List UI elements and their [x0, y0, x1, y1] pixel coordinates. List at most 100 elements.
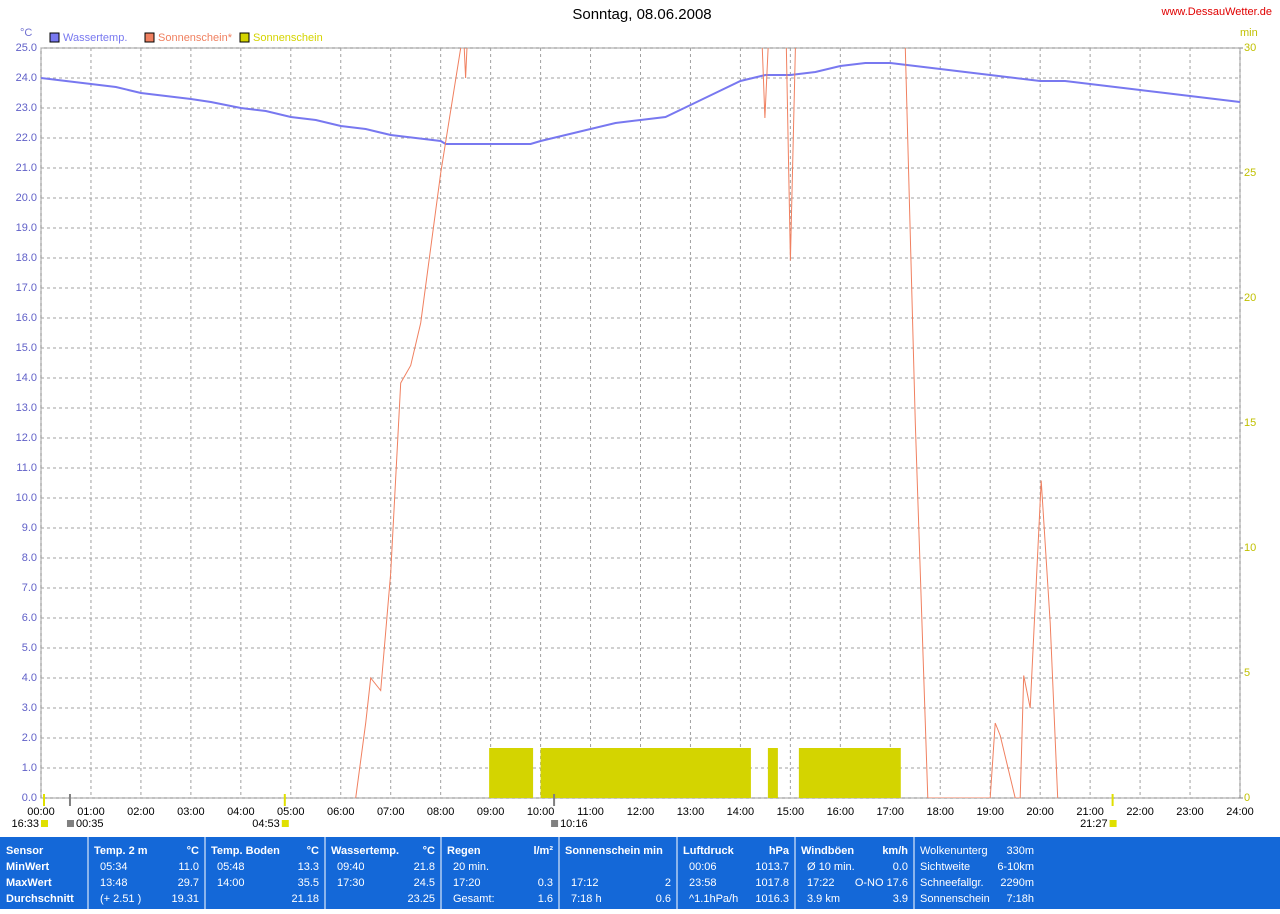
y-tick-label: 23.0: [16, 102, 37, 114]
y2-tick-label: 5: [1244, 667, 1250, 679]
x-tick-label: 14:00: [727, 806, 755, 818]
y2-tick-label: 20: [1244, 292, 1256, 304]
summary-table: Sensor MinWert MaxWert Durchschnitt Temp. 2 …: [6, 837, 1034, 909]
y-tick-label: 9.0: [22, 522, 37, 534]
cell-label: Sonnenschein: [920, 893, 990, 905]
series-line: [355, 48, 1059, 798]
cell-value: 19.31: [171, 893, 199, 905]
cell-value: 29.7: [178, 877, 199, 889]
x-tick-label: 09:00: [477, 806, 505, 818]
legend-label: Sonnenschein: [253, 32, 323, 44]
y-tick-label: 11.0: [16, 462, 37, 474]
sunshine-bar: [798, 748, 901, 798]
x-tick-label: 05:00: [277, 806, 305, 818]
x-tick-label: 06:00: [327, 806, 355, 818]
y-tick-label: 17.0: [16, 282, 37, 294]
cell-value: 21.18: [291, 893, 319, 905]
x-tick-label: 03:00: [177, 806, 205, 818]
cell-label: 13:48: [100, 877, 128, 889]
x-tick-label: 00:00: [27, 806, 55, 818]
y-tick-label: 1.0: [22, 762, 37, 774]
x-tick-label: 15:00: [777, 806, 805, 818]
legend-swatch: [49, 32, 60, 43]
cell-value: 1017.8: [755, 877, 789, 889]
site-link[interactable]: www.DessauWetter.de: [1161, 6, 1272, 18]
y-tick-label: 12.0: [16, 432, 37, 444]
cell-value: 11.0: [178, 861, 199, 873]
y-tick-label: 14.0: [16, 372, 37, 384]
cell-value: 21.8: [414, 861, 435, 873]
cell-label: Sonnenschein min: [565, 845, 663, 857]
marker-icon: [66, 820, 74, 827]
cell-value: km/h: [882, 845, 908, 857]
x-tick-label: 20:00: [1026, 806, 1054, 818]
sunshine-bar: [489, 748, 534, 798]
cell-label: 05:48: [217, 861, 245, 873]
cell-label: 20 min.: [453, 861, 489, 873]
cell-value: 24.5: [414, 877, 435, 889]
marker-icon: [1109, 820, 1117, 827]
cell-value: 0.6: [656, 893, 671, 905]
cell-label: 23:58: [689, 877, 717, 889]
cell-label: Temp. 2 m: [94, 845, 148, 857]
summary-panel: Sensor MinWert MaxWert Durchschnitt Temp. 2 …: [0, 837, 1280, 909]
cell-value: 23.25: [407, 893, 435, 905]
y-tick-label: 20.0: [16, 192, 37, 204]
y-tick-label: 22.0: [16, 132, 37, 144]
y-tick-label: 15.0: [16, 342, 37, 354]
cell-label: Regen: [447, 845, 481, 857]
cell-label: 17:20: [453, 877, 481, 889]
cell-label: 09:40: [337, 861, 365, 873]
legend-swatch: [239, 32, 250, 43]
sunshine-bar: [767, 748, 778, 798]
y2-tick-label: 25: [1244, 167, 1256, 179]
cell-label: 17:12: [571, 877, 599, 889]
cell-value: 3.9: [893, 893, 908, 905]
cell-label: Wassertemp.: [331, 845, 399, 857]
cell-label: ^1.1hPa/h: [689, 893, 738, 905]
legend-label: Wassertemp.: [63, 32, 127, 44]
cell-label: 3.9 km: [807, 893, 840, 905]
y-tick-label: 10.0: [16, 492, 37, 504]
cell-value: O-NO 17.6: [855, 877, 908, 889]
cell-value: 2290m: [1000, 877, 1034, 889]
cell-value: 35.5: [298, 877, 319, 889]
cell-value: 1016.3: [755, 893, 789, 905]
y-tick-label: 0.0: [22, 792, 37, 804]
sunshine-bar: [540, 748, 751, 798]
marker-icon: [281, 820, 289, 827]
cell-label: Luftdruck: [683, 845, 735, 857]
y-tick-label: 5.0: [22, 642, 37, 654]
cell-value: 0.0: [893, 861, 908, 873]
x-tick-label: 04:00: [227, 806, 255, 818]
x-tick-label: 08:00: [427, 806, 455, 818]
cell-label: Durchschnitt: [6, 893, 74, 905]
marker-icon: [551, 820, 559, 827]
cell-label: Ø 10 min.: [807, 861, 855, 873]
cell-label: Windböen: [801, 845, 854, 857]
chart-title: Sonntag, 08.06.2008: [572, 6, 711, 23]
y-tick-label: 24.0: [16, 72, 37, 84]
y-tick-label: 16.0: [16, 312, 37, 324]
x-tick-label: 18:00: [926, 806, 954, 818]
cell-label: Schneefallgr.: [920, 877, 984, 889]
cell-value: °C: [187, 845, 199, 857]
cell-value: 6-10km: [997, 861, 1034, 873]
cell-label: MinWert: [6, 861, 50, 873]
y-tick-label: 4.0: [22, 672, 37, 684]
cell-value: °C: [423, 845, 435, 857]
cell-value: l/m²: [533, 845, 553, 857]
y2-tick-label: 15: [1244, 417, 1256, 429]
cell-value: 1013.7: [755, 861, 789, 873]
y2-tick-label: 10: [1244, 542, 1256, 554]
y-tick-label: 7.0: [22, 582, 37, 594]
marker-label: 04:53: [252, 818, 280, 830]
cell-value: 0.3: [538, 877, 553, 889]
x-tick-label: 02:00: [127, 806, 155, 818]
x-tick-label: 24:00: [1226, 806, 1254, 818]
series-line: [41, 62, 1240, 145]
cell-label: Wolkenunterg: [920, 845, 988, 857]
x-tick-label: 23:00: [1176, 806, 1204, 818]
cell-label: (+ 2.51 ): [100, 893, 141, 905]
cell-label: 7:18 h: [571, 893, 602, 905]
